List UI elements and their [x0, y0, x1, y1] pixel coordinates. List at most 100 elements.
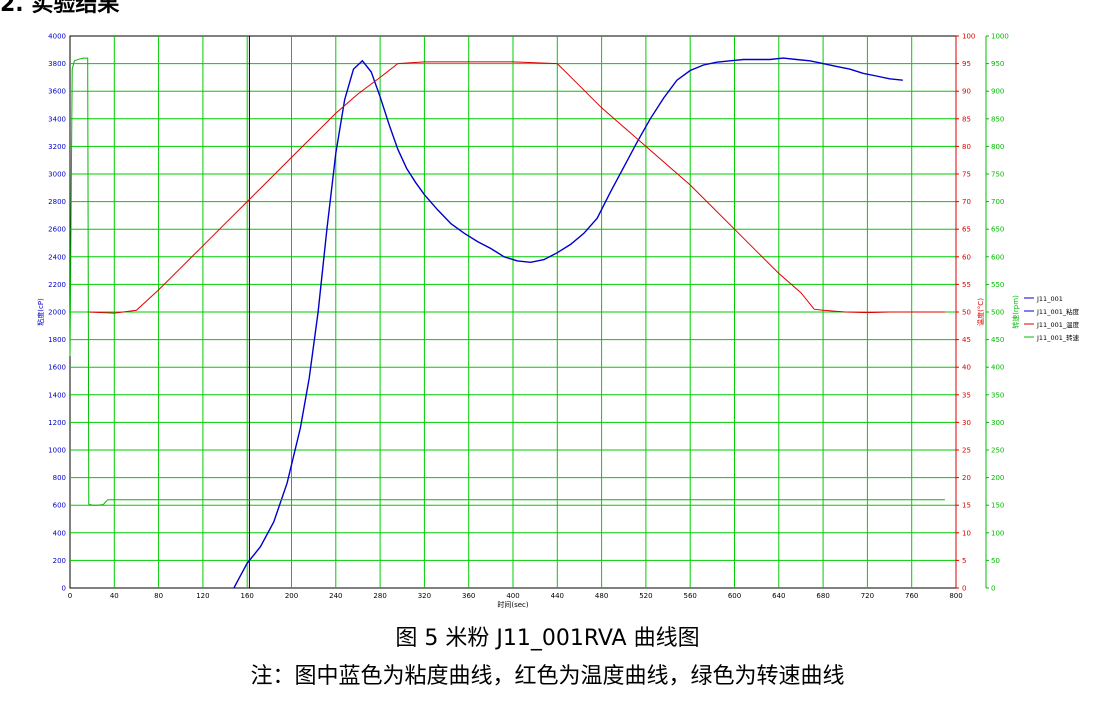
y-right1-tick-label: 55 [962, 281, 971, 289]
x-tick-label: 40 [110, 592, 119, 600]
y-right1-tick-label: 80 [962, 143, 971, 151]
y-left-tick-label: 1600 [48, 364, 66, 372]
y-right1-tick-label: 75 [962, 171, 971, 179]
y-right1-tick-label: 25 [962, 447, 971, 455]
legend-label: J11_001 [1036, 295, 1063, 303]
y-right2-tick-label: 850 [991, 115, 1004, 123]
y-right1-tick-label: 5 [962, 557, 966, 565]
x-tick-label: 800 [949, 592, 962, 600]
y-left-tick-label: 2000 [48, 309, 66, 317]
x-tick-label: 400 [506, 592, 519, 600]
x-tick-label: 240 [329, 592, 342, 600]
y-right2-tick-label: 650 [991, 226, 1004, 234]
series-line-right2 [69, 57, 945, 506]
legend-label: J11_001_粘度 [1036, 307, 1080, 316]
x-tick-label: 560 [684, 592, 697, 600]
x-tick-label: 160 [241, 592, 254, 600]
y-right1-tick-label: 40 [962, 364, 971, 372]
y-left-tick-label: 800 [53, 474, 66, 482]
y-right2-tick-label: 500 [991, 309, 1004, 317]
y-left-tick-label: 2200 [48, 281, 66, 289]
y-left-tick-label: 1400 [48, 391, 66, 399]
x-tick-label: 280 [373, 592, 386, 600]
y-left-tick-label: 3000 [48, 171, 66, 179]
y-left-tick-label: 400 [53, 529, 66, 537]
chart-legend: J11_001 J11_001_粘度 J11_001_温度 J11_001_转速 [1024, 295, 1080, 342]
chart-axes: 0 40 80 120 160 200 240 280 320 360 400 440 480 520 56… [36, 33, 1020, 610]
y-left-tick-label: 2400 [48, 253, 66, 261]
y-right2-tick-label: 750 [991, 171, 1004, 179]
y-right1-tick-label: 65 [962, 226, 971, 234]
series-line-left [233, 57, 903, 589]
y-right2-tick-label: 250 [991, 447, 1004, 455]
chart-grid [69, 35, 957, 589]
x-tick-label: 760 [905, 592, 918, 600]
x-tick-label: 720 [861, 592, 874, 600]
y-right1-tick-label: 60 [962, 253, 971, 261]
y-right1-tick-label: 35 [962, 391, 971, 399]
y-left-tick-label: 600 [53, 502, 66, 510]
y-left-tick-label: 3800 [48, 60, 66, 68]
y-left-tick-label: 0 [62, 585, 66, 593]
y-left-tick-label: 3200 [48, 143, 66, 151]
x-tick-label: 600 [728, 592, 741, 600]
y-right2-tick-label: 150 [991, 502, 1004, 510]
y-right1-tick-label: 90 [962, 88, 971, 96]
y-left-tick-label: 1800 [48, 336, 66, 344]
rva-chart: 0 40 80 120 160 200 240 280 320 360 400 440 480 520 56… [36, 33, 1080, 610]
x-tick-label: 200 [285, 592, 298, 600]
y-right2-tick-label: 450 [991, 336, 1004, 344]
y-right2-tick-label: 0 [991, 585, 995, 593]
y-right2-axis-title: 转速(rpm) [1011, 295, 1020, 329]
y-right2-tick-label: 350 [991, 391, 1004, 399]
y-right1-tick-label: 85 [962, 115, 971, 123]
x-tick-label: 120 [196, 592, 209, 600]
x-tick-label: 0 [68, 592, 72, 600]
y-right2-tick-label: 550 [991, 281, 1004, 289]
y-left-tick-label: 4000 [48, 33, 66, 41]
y-right1-tick-label: 0 [962, 585, 966, 593]
y-left-tick-label: 2600 [48, 226, 66, 234]
y-right1-tick-label: 100 [962, 33, 975, 41]
x-tick-label: 680 [816, 592, 829, 600]
x-axis-title: 时间(sec) [497, 600, 529, 609]
y-right2-tick-label: 700 [991, 198, 1004, 206]
y-right1-tick-label: 50 [962, 309, 971, 317]
x-tick-label: 640 [772, 592, 785, 600]
y-right1-tick-label: 20 [962, 474, 971, 482]
y-left-tick-label: 2800 [48, 198, 66, 206]
y-left-tick-label: 1000 [48, 447, 66, 455]
y-right1-tick-label: 30 [962, 419, 971, 427]
y-right2-tick-label: 600 [991, 253, 1004, 261]
figure-note: 注：图中蓝色为粘度曲线，红色为温度曲线，绿色为转速曲线 [250, 664, 845, 689]
y-right1-tick-label: 45 [962, 336, 971, 344]
y-right1-tick-label: 15 [962, 502, 971, 510]
legend-label: J11_001_转速 [1036, 333, 1080, 342]
y-right2-tick-label: 200 [991, 474, 1004, 482]
y-right2-tick-label: 300 [991, 419, 1004, 427]
y-right2-tick-label: 1000 [991, 33, 1009, 41]
y-right1-tick-label: 10 [962, 529, 971, 537]
x-tick-label: 80 [154, 592, 163, 600]
figure-caption: 图 5 米粉 J11_001RVA 曲线图 [395, 626, 700, 651]
series-line-right1 [87, 61, 945, 314]
y-left-tick-label: 3400 [48, 115, 66, 123]
y-right2-tick-label: 50 [991, 557, 1000, 565]
y-left-axis-title: 粘度(cP) [36, 298, 45, 326]
y-right1-tick-label: 70 [962, 198, 971, 206]
y-right2-tick-label: 900 [991, 88, 1004, 96]
x-tick-label: 440 [551, 592, 564, 600]
y-right2-tick-label: 100 [991, 529, 1004, 537]
y-left-tick-label: 200 [53, 557, 66, 565]
y-right2-tick-label: 950 [991, 60, 1004, 68]
x-tick-label: 360 [462, 592, 475, 600]
y-right1-axis-title: 温度(°C) [976, 298, 985, 326]
y-left-tick-label: 3600 [48, 88, 66, 96]
section-heading: 2. 实验结果 [0, 0, 120, 17]
y-right2-tick-label: 400 [991, 364, 1004, 372]
y-left-tick-label: 1200 [48, 419, 66, 427]
x-tick-label: 520 [639, 592, 652, 600]
x-tick-label: 480 [595, 592, 608, 600]
y-right2-tick-label: 800 [991, 143, 1004, 151]
y-right1-tick-label: 95 [962, 60, 971, 68]
